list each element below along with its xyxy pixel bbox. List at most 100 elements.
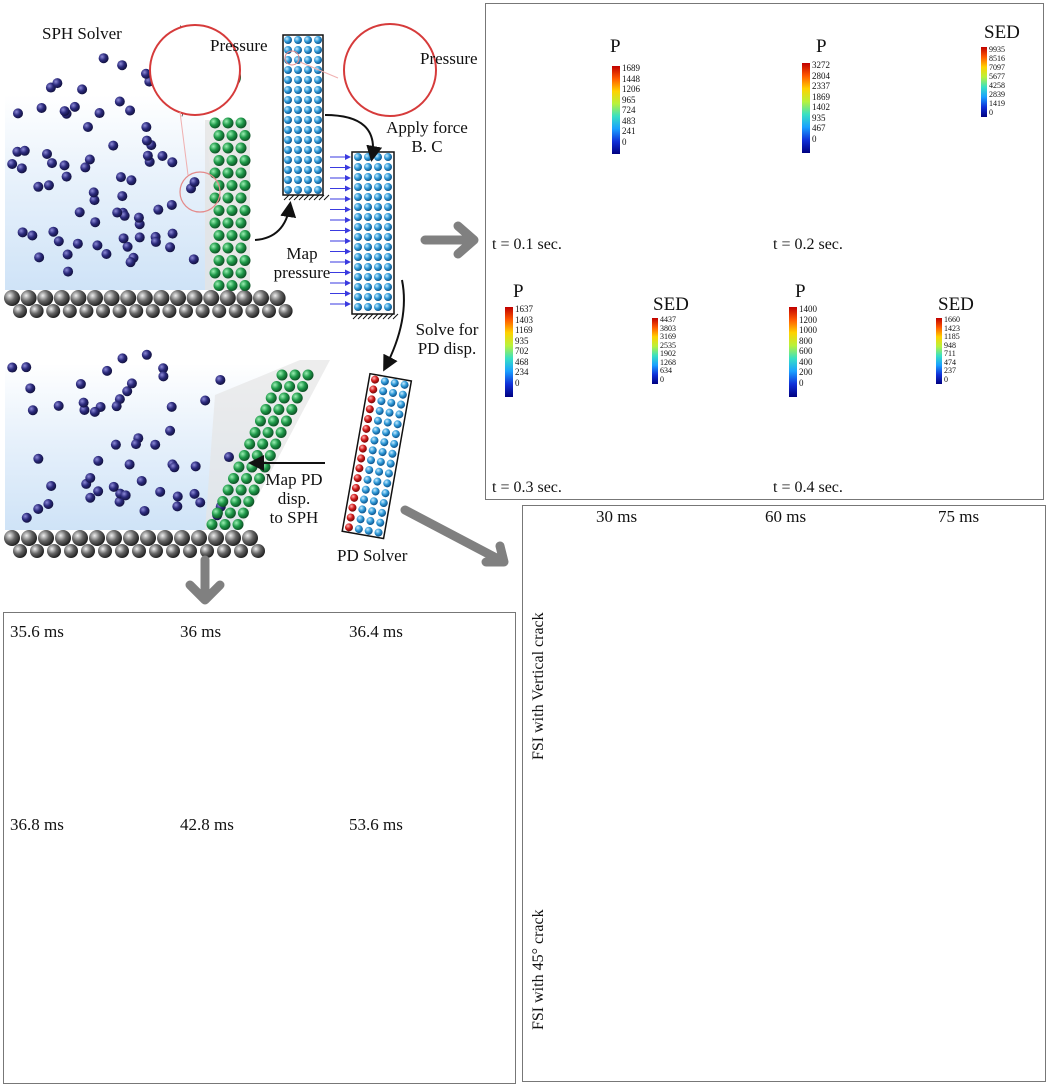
floor-particle	[70, 290, 87, 306]
pd-particle	[304, 176, 312, 184]
sed-colorbar-2	[981, 47, 987, 117]
floor-particle	[64, 544, 78, 558]
pd-particle	[384, 183, 392, 191]
sph-particle	[117, 60, 128, 71]
sph-particle	[94, 108, 105, 119]
pd-particle	[235, 142, 247, 154]
crack-time-1: 35.6 ms	[10, 622, 64, 642]
pd-particle	[374, 203, 382, 211]
pd-particle	[226, 155, 238, 166]
pd-particle	[209, 117, 221, 129]
crack-sequence-frame	[3, 612, 516, 1084]
floor-particle	[115, 544, 129, 558]
pd-particle	[374, 193, 382, 201]
pd-particle	[284, 156, 292, 164]
p-colorbar-1	[612, 66, 620, 154]
pd-particle	[365, 405, 374, 414]
pd-particle	[364, 173, 372, 181]
fixed-support	[313, 194, 320, 201]
pd-particle	[374, 293, 382, 301]
pd-particle	[384, 283, 392, 291]
pd-particle	[377, 397, 386, 406]
pd-particle	[314, 186, 322, 194]
solve-pd-label: Solve for PD disp.	[415, 320, 479, 358]
sph-particle	[7, 159, 18, 170]
pd-particle	[241, 473, 253, 484]
pd-particle	[260, 404, 272, 415]
gray-arrow-diagonal	[400, 505, 509, 567]
pd-particle	[384, 223, 392, 231]
pd-particle	[365, 466, 374, 475]
sph-particle	[21, 512, 32, 523]
pd-particle	[398, 390, 407, 399]
dam-break-frame	[485, 3, 1044, 500]
gray-arrow-right	[420, 221, 479, 259]
pd-particle	[380, 377, 389, 386]
pd-particle	[222, 142, 234, 154]
sph-particle	[112, 207, 123, 218]
sph-particle	[189, 488, 200, 499]
pd-particle	[222, 267, 234, 279]
pd-particle	[360, 434, 369, 443]
floor-particle	[191, 530, 207, 546]
pd-particle	[222, 242, 234, 254]
sph-particle	[122, 386, 133, 397]
pd-particle	[222, 167, 234, 179]
pd-particle	[384, 213, 392, 221]
pd-particle	[351, 483, 360, 492]
pd-particle	[304, 56, 312, 64]
pd-particle	[270, 438, 282, 450]
sph-particle	[169, 462, 180, 473]
floor-particle	[79, 304, 94, 318]
sph-particle	[134, 232, 145, 243]
pd-particle	[379, 387, 388, 396]
pd-particle	[243, 496, 255, 507]
pd-particle	[314, 36, 322, 44]
pd-particle	[284, 176, 292, 184]
pd-particle	[354, 253, 362, 261]
sph-particle	[92, 240, 103, 251]
map-pressure-label: Map pressure	[273, 244, 331, 282]
floor-particle	[129, 304, 144, 318]
pd-particle	[374, 173, 382, 181]
sph-particle	[141, 135, 152, 146]
pd-particle	[226, 255, 238, 266]
floor-particle	[186, 290, 203, 306]
pd-particle	[294, 186, 302, 194]
floor-particle	[208, 530, 224, 546]
sph-particle	[141, 349, 152, 360]
pd-particle	[284, 126, 292, 134]
pd-particle	[235, 192, 247, 204]
sph-particle	[141, 68, 152, 79]
pd-particle	[265, 392, 277, 404]
floor-particle	[157, 530, 173, 546]
sph-particle	[157, 150, 168, 161]
floor-particle	[145, 304, 160, 318]
pd-particle	[384, 293, 392, 301]
pd-particle	[235, 217, 247, 229]
zoom-line-2	[299, 61, 339, 79]
sph-particle	[172, 491, 183, 502]
pd-particle	[304, 46, 312, 54]
pd-particle	[278, 392, 290, 404]
sph-particle	[195, 497, 206, 508]
pd-particle	[364, 526, 373, 535]
floor-particle	[251, 544, 265, 558]
sph-particle	[120, 490, 131, 501]
sph-particle	[43, 498, 54, 509]
pd-particle	[302, 369, 314, 381]
dam-time-2: t = 0.2 sec.	[773, 236, 843, 254]
sph-particle	[63, 266, 74, 277]
pd-particle	[364, 243, 372, 251]
sph-particle	[155, 486, 166, 497]
p-ticks-2: 3272 2804 2337 1869 1402 935 467 0	[812, 60, 830, 144]
floor-particle	[30, 544, 44, 558]
pd-particle	[368, 446, 377, 455]
dam-time-4: t = 0.4 sec.	[773, 479, 843, 497]
pd-particle	[354, 233, 362, 241]
sph-particle	[85, 472, 96, 483]
floor-particle	[200, 544, 214, 558]
pd-particle	[254, 473, 266, 484]
sph-particle	[118, 233, 129, 244]
floor-particle	[55, 530, 71, 546]
